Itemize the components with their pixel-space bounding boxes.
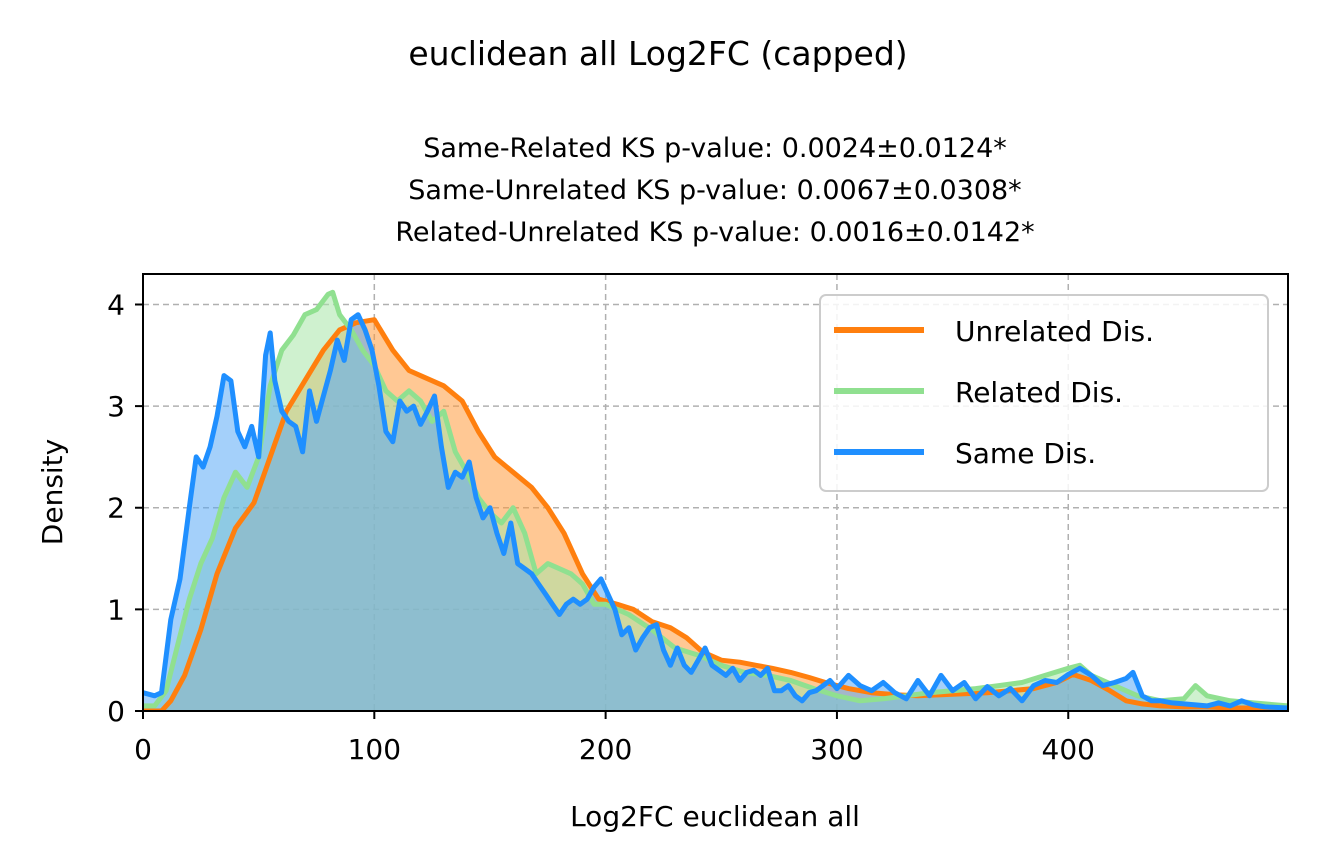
plot-frame	[142, 273, 1289, 712]
y-tick-label: 2	[107, 492, 125, 525]
y-axis-ticks: 0 1 2 3 4	[107, 288, 143, 728]
chart-title-line-1: Same-Related KS p-value: 0.0024±0.0124*	[423, 133, 1007, 164]
series-lines	[143, 289, 1288, 711]
chart-title-line-2: Same-Unrelated KS p-value: 0.0067±0.0308…	[408, 175, 1021, 206]
x-tick-label: 100	[348, 733, 401, 766]
x-tick-label: 400	[1042, 733, 1095, 766]
line-same	[143, 312, 1288, 711]
legend: Unrelated Dis. Related Dis. Same Dis.	[819, 294, 1269, 492]
x-axis-label: Log2FC euclidean all	[570, 800, 860, 833]
legend-label-same: Same Dis.	[955, 437, 1096, 470]
legend-label-related: Related Dis.	[955, 376, 1123, 409]
y-tick-label: 0	[107, 695, 125, 728]
y-tick-label: 4	[107, 288, 125, 321]
chart-suptitle: euclidean all Log2FC (capped)	[408, 34, 907, 73]
y-axis-label: Density	[36, 439, 69, 545]
y-tick-label: 3	[107, 390, 125, 423]
x-axis-ticks: 0 100 200 300 400	[134, 711, 1095, 766]
x-tick-label: 300	[810, 733, 863, 766]
legend-box	[819, 294, 1269, 492]
y-tick-label: 1	[107, 593, 125, 626]
x-tick-label: 200	[579, 733, 632, 766]
line-related	[143, 289, 1288, 709]
x-tick-label: 0	[134, 733, 152, 766]
chart-title-line-3: Related-Unrelated KS p-value: 0.0016±0.0…	[395, 217, 1034, 248]
legend-label-unrelated: Unrelated Dis.	[955, 315, 1154, 348]
